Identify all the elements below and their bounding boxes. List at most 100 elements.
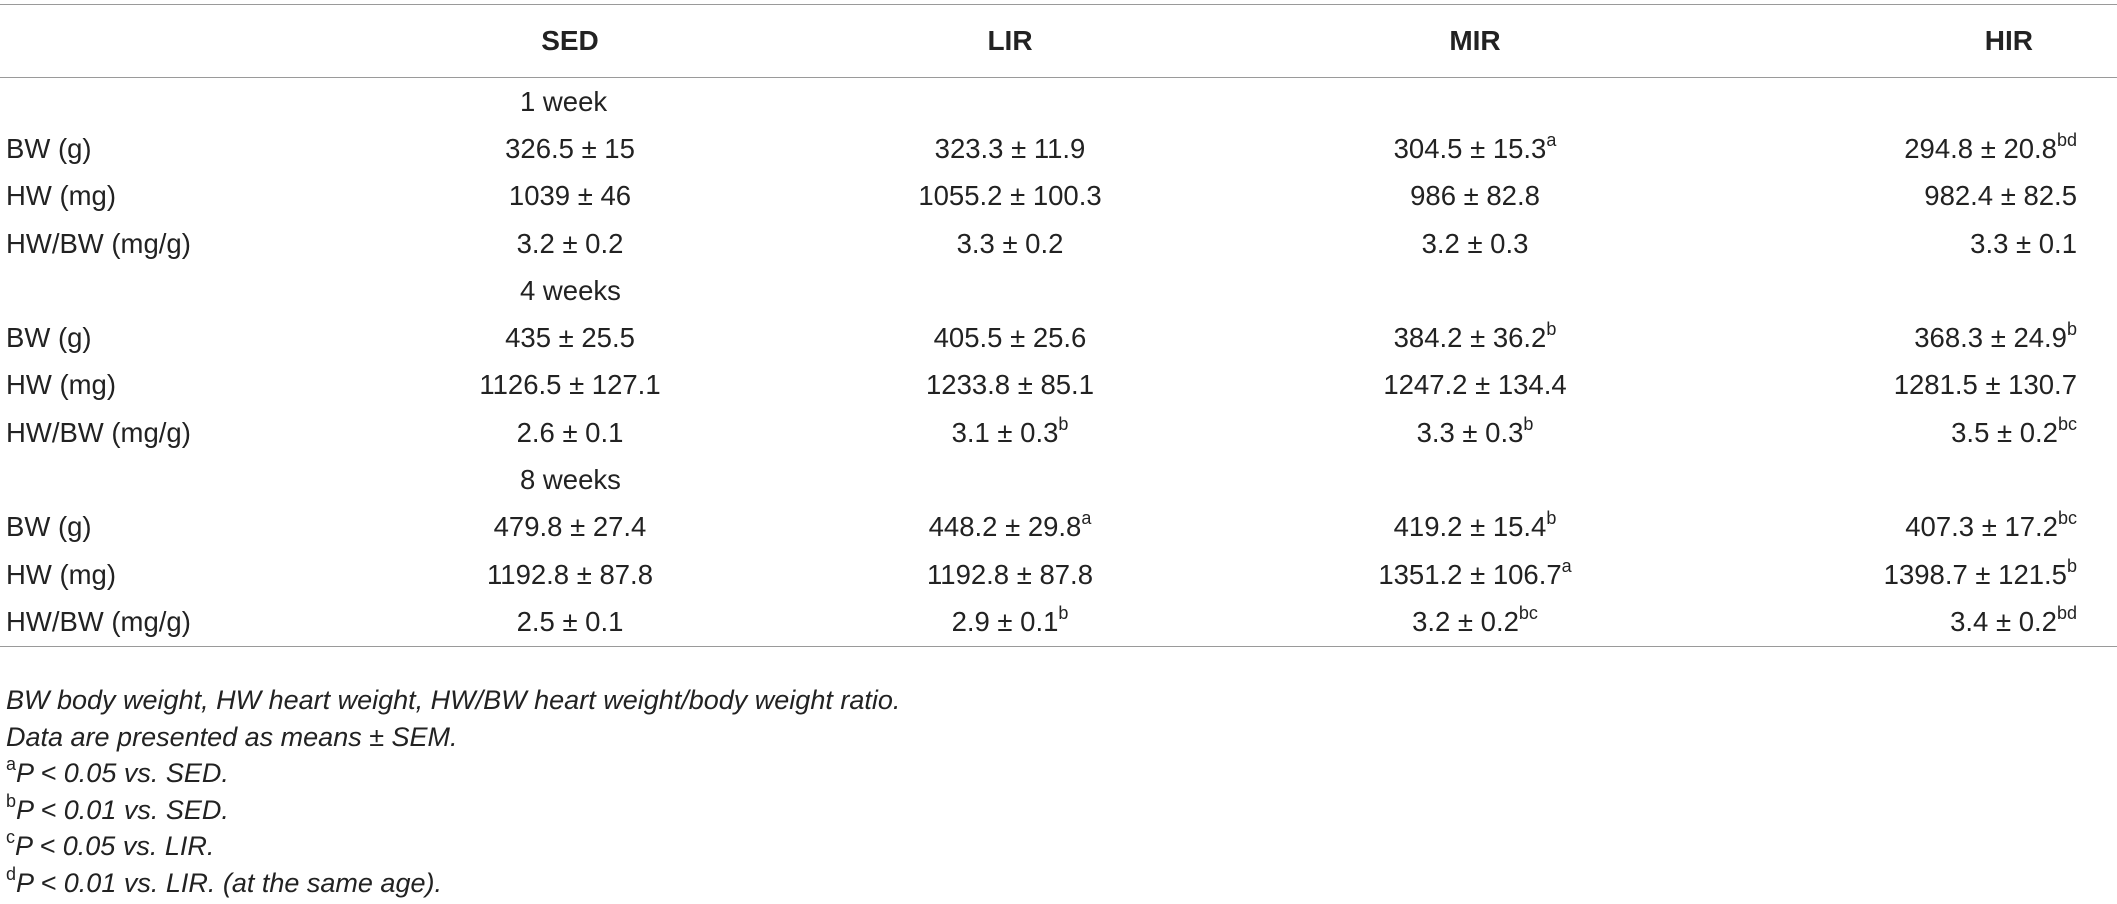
cell-hir: 3.3 ± 0.1 bbox=[1680, 220, 2117, 267]
cell-mir: 384.2 ± 36.2b bbox=[1210, 314, 1680, 361]
significance-superscript: b bbox=[1058, 603, 1069, 624]
table-row: BW (g) 326.5 ± 15 323.3 ± 11.9 304.5 ± 15.3… bbox=[0, 125, 2117, 172]
cell-mir: 1351.2 ± 106.7a bbox=[1210, 551, 1680, 598]
cell-value: 1281.5 ± 130.7 bbox=[1893, 369, 2077, 401]
section-row: 4 weeks bbox=[0, 267, 2117, 314]
row-label-hw: HW (mg) bbox=[6, 558, 116, 590]
cell-mir: 419.2 ± 15.4b bbox=[1210, 504, 1680, 551]
cell-lir: 448.2 ± 29.8a bbox=[770, 504, 1210, 551]
row-label-bw: BW (g) bbox=[6, 511, 92, 543]
footnote-line: dP < 0.01 vs. LIR. (at the same age). bbox=[6, 865, 900, 902]
footnote-line: bP < 0.01 vs. SED. bbox=[6, 792, 900, 829]
cell-sed: 435 ± 25.5 bbox=[400, 314, 770, 361]
cell-value: 986 ± 82.8 bbox=[1410, 180, 1540, 212]
column-header-sed: SED bbox=[400, 4, 770, 78]
cell-sed: 3.2 ± 0.2 bbox=[400, 220, 770, 267]
cell-mir: 304.5 ± 15.3a bbox=[1210, 125, 1680, 172]
cell-sed: 1039 ± 46 bbox=[400, 173, 770, 220]
cell-hir: 407.3 ± 17.2bc bbox=[1680, 504, 2117, 551]
significance-superscript: a bbox=[1081, 508, 1092, 529]
cell-mir: 3.2 ± 0.2bc bbox=[1210, 598, 1680, 648]
footnote-marker: a bbox=[6, 754, 17, 774]
cell-value: 1192.8 ± 87.8 bbox=[927, 558, 1093, 590]
cell-value: 294.8 ± 20.8 bbox=[1904, 132, 2057, 164]
cell-hir: 3.5 ± 0.2bc bbox=[1680, 409, 2117, 456]
row-label-hw: HW (mg) bbox=[6, 180, 116, 212]
cell-value: 326.5 ± 15 bbox=[505, 132, 635, 164]
cell-value: 3.2 ± 0.2 bbox=[516, 227, 624, 259]
section-row: 8 weeks bbox=[0, 456, 2117, 503]
cell-value: 2.6 ± 0.1 bbox=[516, 416, 624, 448]
cell-sed: 1126.5 ± 127.1 bbox=[400, 362, 770, 409]
row-label-bw: BW (g) bbox=[6, 132, 92, 164]
significance-superscript: b bbox=[2066, 319, 2077, 340]
significance-superscript: b bbox=[1546, 319, 1557, 340]
cell-value: 405.5 ± 25.6 bbox=[933, 322, 1087, 354]
cell-value: 1351.2 ± 106.7 bbox=[1378, 558, 1562, 590]
cell-value: 1192.8 ± 87.8 bbox=[487, 558, 653, 590]
cell-value: 323.3 ± 11.9 bbox=[934, 132, 1086, 164]
cell-value: 3.2 ± 0.2 bbox=[1412, 606, 1519, 638]
cell-mir: 3.3 ± 0.3b bbox=[1210, 409, 1680, 456]
significance-superscript: bc bbox=[2057, 508, 2077, 529]
cell-sed: 1192.8 ± 87.8 bbox=[400, 551, 770, 598]
cell-mir: 3.2 ± 0.3 bbox=[1210, 220, 1680, 267]
cell-value: 368.3 ± 24.9 bbox=[1914, 322, 2067, 354]
table-row: HW (mg) 1192.8 ± 87.8 1192.8 ± 87.8 1351.2 … bbox=[0, 551, 2117, 598]
cell-value: 2.5 ± 0.1 bbox=[516, 606, 624, 638]
section-row: 1 week bbox=[0, 78, 2117, 126]
significance-superscript: b bbox=[1546, 508, 1557, 529]
table-row: HW/BW (mg/g) 3.2 ± 0.2 3.3 ± 0.2 3.2 ± 0.3 3… bbox=[0, 220, 2117, 267]
cell-value: 479.8 ± 27.4 bbox=[493, 511, 647, 543]
cell-value: 1039 ± 46 bbox=[508, 180, 632, 212]
cell-value: 3.4 ± 0.2 bbox=[1950, 606, 2057, 638]
significance-superscript: bd bbox=[2056, 603, 2077, 624]
cell-value: 1398.7 ± 121.5 bbox=[1883, 558, 2067, 590]
table-footnotes: BW body weight, HW heart weight, HW/BW h… bbox=[6, 682, 900, 901]
cell-value: 3.1 ± 0.3 bbox=[951, 416, 1059, 448]
table-row: HW (mg) 1039 ± 46 1055.2 ± 100.3 986 ± 82.8… bbox=[0, 173, 2117, 220]
cell-lir: 3.1 ± 0.3b bbox=[770, 409, 1210, 456]
table-row: HW/BW (mg/g) 2.5 ± 0.1 2.9 ± 0.1b 3.2 ± 0.2… bbox=[0, 598, 2117, 648]
row-label-hw-bw: HW/BW (mg/g) bbox=[6, 416, 191, 448]
table-row: BW (g) 479.8 ± 27.4 448.2 ± 29.8a 419.2 ± 1… bbox=[0, 504, 2117, 551]
cell-lir: 405.5 ± 25.6 bbox=[770, 314, 1210, 361]
row-label-bw: BW (g) bbox=[6, 322, 92, 354]
cell-lir: 1055.2 ± 100.3 bbox=[770, 173, 1210, 220]
section-label: 1 week bbox=[520, 85, 608, 117]
column-header-hir: HIR bbox=[1680, 4, 2117, 78]
cell-hir: 1398.7 ± 121.5b bbox=[1680, 551, 2117, 598]
footnote-text: Data are presented as means ± SEM. bbox=[6, 721, 458, 752]
cell-lir: 2.9 ± 0.1b bbox=[770, 598, 1210, 648]
table-body: 1 week BW (g) 326.5 ± 15 323.3 ± 11.9 304.5 … bbox=[0, 78, 2117, 648]
table-row: HW/BW (mg/g) 2.6 ± 0.1 3.1 ± 0.3b 3.3 ± 0.3… bbox=[0, 409, 2117, 456]
significance-superscript: bc bbox=[1518, 603, 1538, 624]
cell-sed: 2.6 ± 0.1 bbox=[400, 409, 770, 456]
footnote-line: aP < 0.05 vs. SED. bbox=[6, 755, 900, 792]
cell-lir: 1192.8 ± 87.8 bbox=[770, 551, 1210, 598]
significance-superscript: bc bbox=[2057, 413, 2077, 434]
cell-hir: 294.8 ± 20.8bd bbox=[1680, 125, 2117, 172]
cell-value: 3.5 ± 0.2 bbox=[1951, 416, 2058, 448]
footnote-text: P < 0.05 vs. LIR. bbox=[15, 831, 215, 861]
cell-sed: 326.5 ± 15 bbox=[400, 125, 770, 172]
significance-superscript: a bbox=[1546, 129, 1557, 150]
table-row: HW (mg) 1126.5 ± 127.1 1233.8 ± 85.1 1247.2… bbox=[0, 362, 2117, 409]
cell-value: 1126.5 ± 127.1 bbox=[479, 369, 661, 401]
footnote-text: P < 0.05 vs. SED. bbox=[16, 758, 229, 788]
cell-value: 3.3 ± 0.3 bbox=[1416, 416, 1524, 448]
footnote-marker: b bbox=[6, 790, 17, 811]
row-label-hw-bw: HW/BW (mg/g) bbox=[6, 227, 191, 259]
cell-hir: 982.4 ± 82.5 bbox=[1680, 173, 2117, 220]
cell-lir: 1233.8 ± 85.1 bbox=[770, 362, 1210, 409]
footnote-marker: d bbox=[6, 863, 17, 884]
cell-value: 435 ± 25.5 bbox=[505, 322, 635, 354]
cell-value: 384.2 ± 36.2 bbox=[1393, 322, 1547, 354]
cell-value: 1247.2 ± 134.4 bbox=[1383, 369, 1567, 401]
significance-superscript: b bbox=[1523, 413, 1534, 434]
cell-lir: 3.3 ± 0.2 bbox=[770, 220, 1210, 267]
cell-value: 982.4 ± 82.5 bbox=[1924, 180, 2077, 212]
footnote-marker: c bbox=[6, 827, 15, 847]
cell-lir: 323.3 ± 11.9 bbox=[770, 125, 1210, 172]
cell-value: 407.3 ± 17.2 bbox=[1905, 511, 2058, 543]
